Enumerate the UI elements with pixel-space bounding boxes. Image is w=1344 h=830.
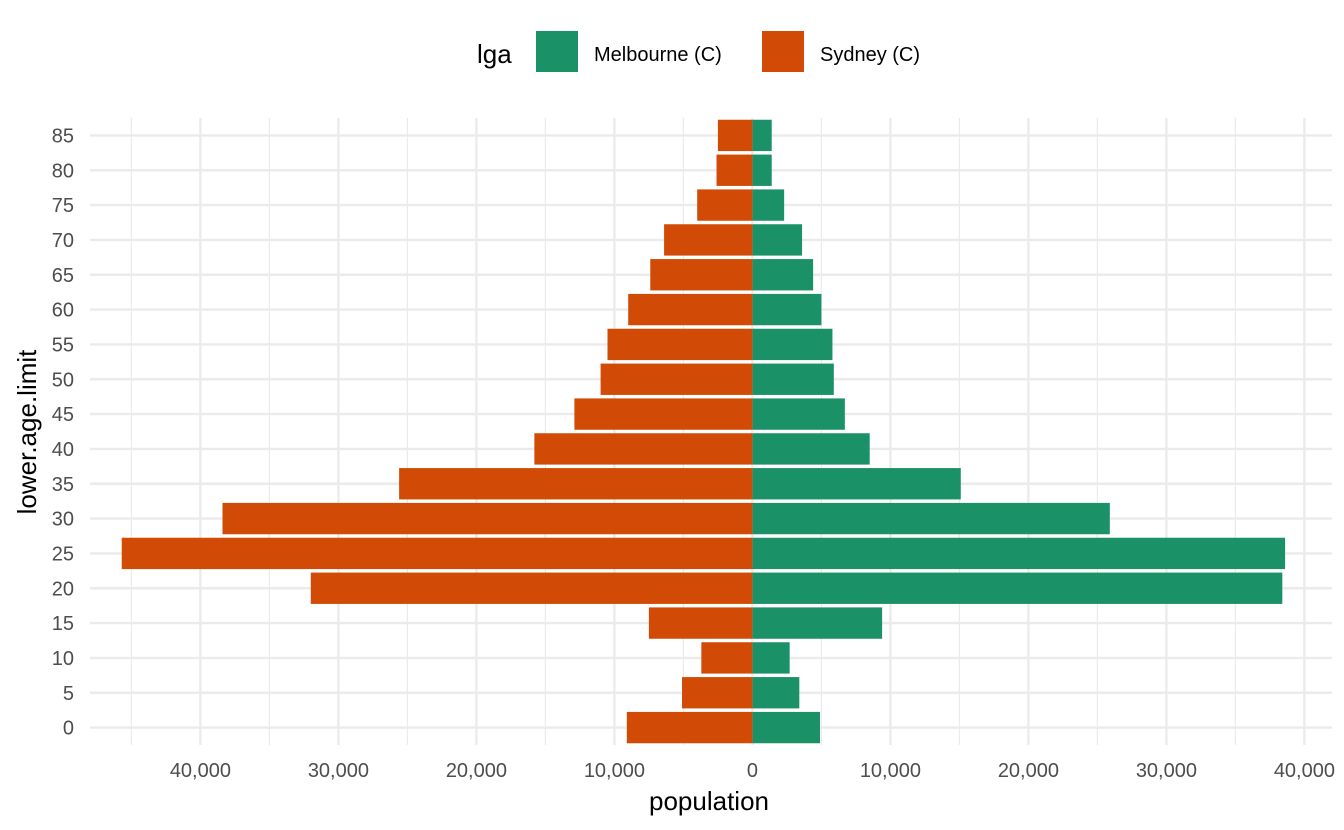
- bar-sydney-age-15: [648, 607, 753, 639]
- y-tick-label: 35: [52, 474, 74, 496]
- bar-melbourne-age-35: [752, 468, 961, 500]
- x-tick-labels: 40,000 30,000 20,000 10,000 0 10,000 20,000 30,…: [170, 760, 1335, 782]
- y-tick-label: 80: [52, 160, 74, 182]
- y-tick-label: 50: [52, 369, 74, 391]
- bar-melbourne-age-15: [752, 607, 883, 639]
- y-tick-label: 0: [63, 718, 74, 740]
- bar-melbourne-age-45: [752, 398, 845, 430]
- y-tick-label: 30: [52, 509, 74, 531]
- bar-sydney-age-65: [650, 259, 753, 291]
- bar-sydney-age-5: [682, 677, 753, 709]
- x-tick-label: 20,000: [446, 760, 507, 782]
- y-tick-label: 45: [52, 404, 74, 426]
- bar-sydney-age-80: [716, 154, 753, 186]
- y-tick-label: 65: [52, 265, 74, 287]
- bar-sydney-age-55: [607, 328, 753, 361]
- legend: lga Melbourne (C) Sydney (C): [477, 31, 920, 72]
- y-axis-title: lower.age.limit: [12, 349, 42, 515]
- legend-swatch-sydney: [762, 31, 804, 72]
- bar-sydney-age-85: [717, 119, 753, 152]
- bar-melbourne-age-5: [752, 677, 800, 709]
- y-tick-label: 75: [52, 195, 74, 217]
- bar-melbourne-age-40: [752, 433, 870, 465]
- bar-melbourne-age-70: [752, 224, 803, 256]
- bar-melbourne-age-20: [752, 572, 1283, 604]
- bar-melbourne-age-50: [752, 363, 834, 395]
- y-tick-label: 5: [63, 683, 74, 705]
- y-tick-label: 40: [52, 439, 74, 461]
- bar-sydney-age-70: [664, 224, 753, 256]
- x-tick-label: 0: [747, 760, 758, 782]
- bar-sydney-age-35: [399, 468, 753, 500]
- legend-label-sydney: Sydney (C): [820, 44, 920, 66]
- y-tick-label: 70: [52, 230, 74, 252]
- y-tick-label: 15: [52, 613, 74, 635]
- bar-sydney-age-60: [628, 293, 753, 326]
- y-tick-label: 55: [52, 334, 74, 356]
- y-tick-label: 25: [52, 543, 74, 565]
- y-tick-label: 60: [52, 300, 74, 322]
- bar-sydney-age-50: [600, 363, 753, 395]
- bar-melbourne-age-25: [752, 537, 1286, 570]
- bar-melbourne-age-0: [752, 711, 821, 744]
- bar-melbourne-age-80: [752, 154, 772, 186]
- x-axis-title: population: [649, 786, 769, 816]
- legend-label-melbourne: Melbourne (C): [594, 44, 722, 66]
- y-tick-label: 10: [52, 648, 74, 670]
- bar-melbourne-age-60: [752, 293, 822, 326]
- y-tick-label: 85: [52, 125, 74, 147]
- bar-sydney-age-0: [626, 711, 753, 744]
- bar-sydney-age-10: [701, 642, 753, 674]
- bar-sydney-age-40: [534, 433, 753, 465]
- x-tick-label: 10,000: [584, 760, 645, 782]
- x-tick-label: 30,000: [1136, 760, 1197, 782]
- bar-melbourne-age-85: [752, 119, 772, 152]
- bar-melbourne-age-75: [752, 189, 785, 221]
- y-tick-labels: 0 5 10 15 20 25 30 35 40 45 50 55 60 65 70 75 80 85: [52, 125, 74, 739]
- x-tick-label: 10,000: [860, 760, 921, 782]
- bar-sydney-age-25: [121, 537, 753, 570]
- bars: [121, 119, 1286, 744]
- x-tick-label: 40,000: [1274, 760, 1335, 782]
- bar-sydney-age-75: [697, 189, 753, 221]
- bar-melbourne-age-65: [752, 259, 814, 291]
- bar-sydney-age-45: [574, 398, 753, 430]
- y-tick-label: 20: [52, 578, 74, 600]
- bar-melbourne-age-10: [752, 642, 790, 674]
- x-tick-label: 40,000: [170, 760, 231, 782]
- bar-sydney-age-30: [222, 502, 753, 535]
- bar-melbourne-age-55: [752, 328, 833, 361]
- legend-title: lga: [477, 39, 512, 69]
- x-tick-label: 20,000: [998, 760, 1059, 782]
- bar-sydney-age-20: [310, 572, 753, 604]
- bar-melbourne-age-30: [752, 502, 1110, 535]
- x-tick-label: 30,000: [308, 760, 369, 782]
- legend-swatch-melbourne: [536, 31, 578, 72]
